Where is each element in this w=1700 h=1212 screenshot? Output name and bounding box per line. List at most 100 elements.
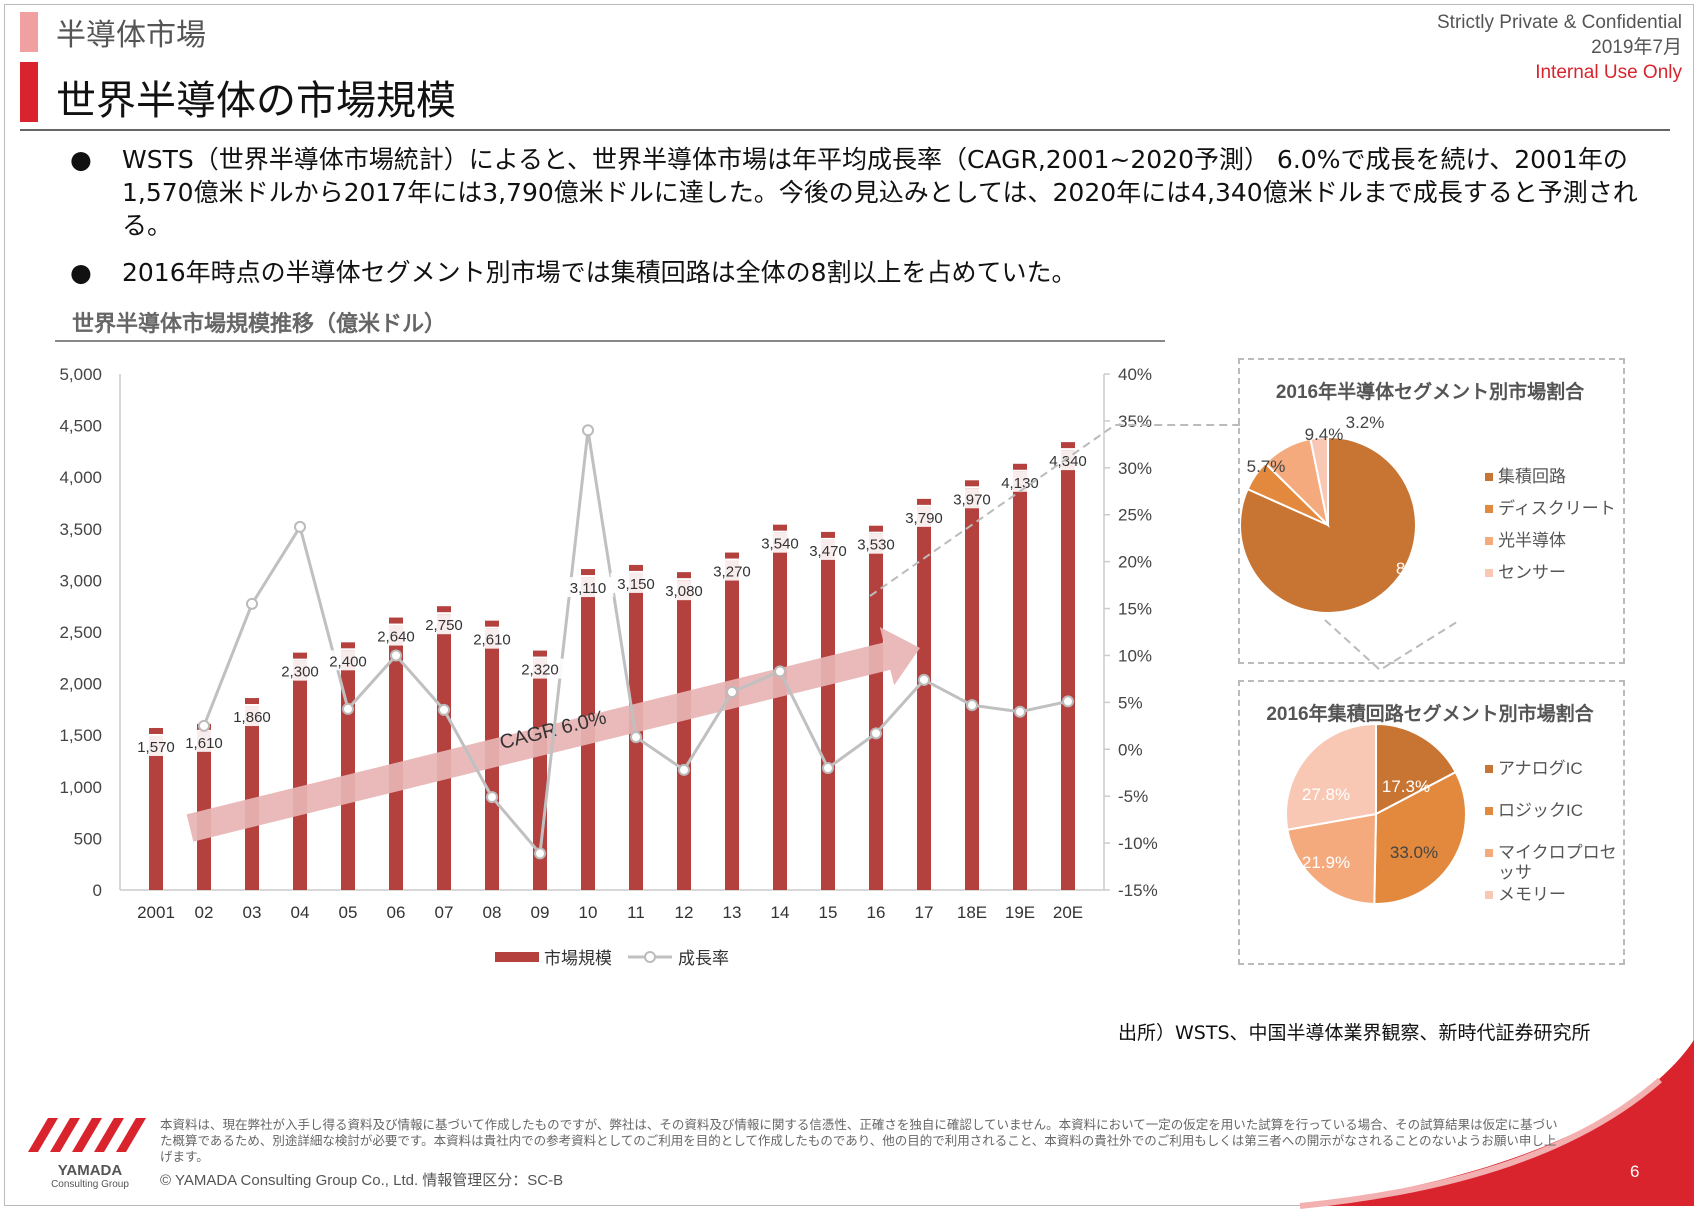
x-tick-label: 07 [435, 903, 454, 922]
bar-value-label: 1,570 [137, 739, 175, 756]
x-tick-label: 2001 [137, 903, 175, 922]
pie-title: 2016年半導体セグメント別市場割合 [1276, 380, 1585, 403]
chart-title-rule [55, 340, 1165, 342]
copyright: © YAMADA Consulting Group Co., Ltd. 情報管理… [160, 1172, 564, 1189]
y-right-tick-label: -15% [1118, 881, 1158, 900]
bar [341, 642, 355, 890]
bar-highlight [965, 486, 979, 489]
bar-highlight [293, 658, 307, 661]
logo-line1: YAMADA [57, 1162, 123, 1179]
legend-label: 市場規模 [544, 949, 612, 968]
bar [197, 723, 211, 890]
bar-value-label: 3,530 [857, 537, 895, 554]
x-tick-label: 08 [483, 903, 502, 922]
legend-label: ロジックIC [1498, 801, 1583, 820]
x-tick-label: 20E [1053, 903, 1083, 922]
growth-point [438, 703, 450, 716]
pie-value-label: 81.6% [1396, 559, 1444, 578]
x-tick-label: 15 [819, 903, 838, 922]
y-right-tick-label: 20% [1118, 553, 1152, 572]
pie-slice [1285, 722, 1377, 831]
legend-swatch [1485, 765, 1493, 773]
x-tick-label: 12 [675, 903, 694, 922]
yamada-logo-icon [28, 1118, 146, 1152]
legend-label: 光半導体 [1498, 531, 1566, 550]
page-title: 世界半導体の市場規模 [56, 78, 456, 124]
growth-point [246, 597, 258, 610]
bar-label-bg [178, 731, 230, 752]
pie-slice [1375, 722, 1458, 816]
x-tick-label: 14 [771, 903, 790, 922]
bar-highlight [869, 531, 883, 534]
bar-highlight [1013, 469, 1027, 472]
bar-value-label: 2,750 [425, 617, 463, 634]
y-right-tick-label: 40% [1118, 365, 1152, 384]
pie-value-label: 27.8% [1302, 785, 1350, 804]
y-left-tick-label: 5,000 [59, 365, 102, 384]
header-accent-light [20, 12, 38, 52]
bar-label-bg [370, 625, 422, 646]
chart-title: 世界半導体市場規模推移（億米ドル） [72, 312, 447, 337]
bar-label-bg [466, 628, 518, 649]
internal-use-label: Internal Use Only [1535, 62, 1682, 83]
bullet-text: 2016年時点の半導体セグメント別市場では集積回路は全体の8割以上を占めていた。 [122, 258, 1077, 287]
legend-label: 集積回路 [1498, 467, 1566, 486]
bar-highlight [389, 623, 403, 626]
pie-value-label: 17.3% [1382, 777, 1430, 796]
y-right-tick-label: 0% [1118, 740, 1143, 759]
legend-label: センサー [1498, 563, 1566, 582]
x-tick-label: 16 [867, 903, 886, 922]
legend-swatch [1485, 569, 1493, 577]
bar-highlight [485, 626, 499, 629]
growth-point [1014, 705, 1026, 718]
bullet-icon: ● [70, 258, 92, 287]
y-left-tick-label: 3,500 [59, 520, 102, 539]
bar-label-bg [514, 658, 566, 679]
pie-value-label: 3.2% [1346, 413, 1385, 432]
bar-highlight [917, 504, 931, 507]
y-right-tick-label: 35% [1118, 412, 1152, 431]
bar [725, 552, 739, 890]
x-tick-label: 02 [195, 903, 214, 922]
bar [773, 524, 787, 890]
legend-swatch [1485, 849, 1493, 857]
x-tick-label: 09 [531, 903, 550, 922]
y-right-tick-label: 15% [1118, 600, 1152, 619]
y-right-tick-label: -10% [1118, 834, 1158, 853]
bar [245, 698, 259, 890]
pie-chart-ic: 2016年集積回路セグメント別市場割合 17.3% 33.0% 21.9% 27.8% ア… [1266, 702, 1617, 906]
page-number: 6 [1630, 1162, 1640, 1181]
growth-point [582, 424, 594, 437]
section-title: 半導体市場 [56, 18, 206, 53]
bar-highlight [725, 558, 739, 561]
bar-highlight [437, 612, 451, 615]
x-tick-label: 18E [957, 903, 987, 922]
bullet-text: WSTS（世界半導体市場統計）によると、世界半導体市場は年平均成長率（CAGR,… [122, 145, 1638, 240]
bar-value-label: 1,610 [185, 735, 223, 752]
legend-swatch [1485, 807, 1493, 815]
bar-value-label: 4,340 [1049, 453, 1087, 470]
bar [1013, 463, 1027, 890]
bar-label-bg [802, 539, 854, 560]
bar-label-bg [418, 614, 470, 635]
y-left-tick-label: 0 [93, 881, 102, 900]
bar-value-label: 2,610 [473, 632, 511, 649]
bar-highlight [149, 733, 163, 736]
bar-label-bg [322, 650, 374, 671]
y-left-tick-label: 1,500 [59, 726, 102, 745]
bar-highlight [533, 656, 547, 659]
bar-highlight [821, 537, 835, 540]
legend-swatch [1485, 505, 1493, 513]
date-label: 2019年7月 [1591, 37, 1682, 58]
bar [389, 617, 403, 890]
bar-highlight [773, 530, 787, 533]
bar-highlight [629, 570, 643, 573]
pie-slice [1286, 812, 1378, 906]
growth-point [294, 520, 306, 533]
growth-point [1062, 695, 1074, 708]
y-left-tick-label: 1,000 [59, 778, 102, 797]
y-right-tick-label: 30% [1118, 459, 1152, 478]
bar [437, 606, 451, 890]
y-left-tick-label: 2,500 [59, 623, 102, 642]
bar-highlight [245, 704, 259, 707]
